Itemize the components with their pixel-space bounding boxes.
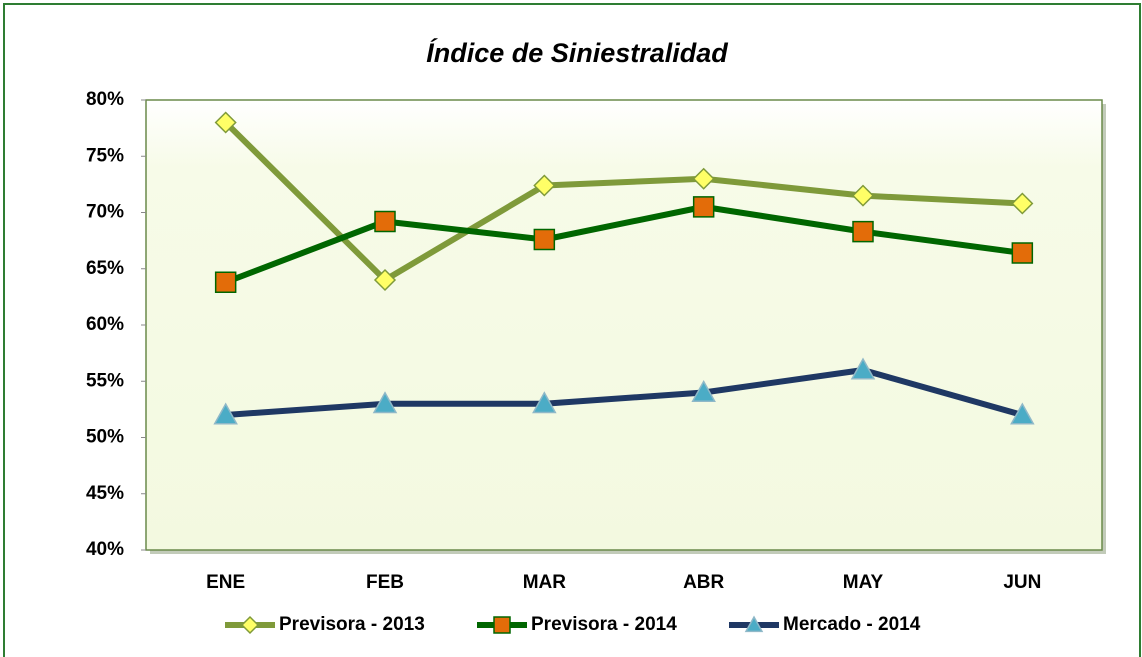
data-point: [851, 184, 875, 207]
data-point: [213, 402, 238, 425]
data-point: [374, 210, 396, 233]
data-point: [373, 268, 397, 292]
legend-label: Previsora - 2013: [279, 614, 425, 635]
x-tick-label: MAR: [523, 572, 567, 593]
data-point: [692, 167, 715, 190]
data-point: [1011, 242, 1034, 264]
series-line: [223, 120, 1023, 283]
data-point: [1011, 192, 1034, 215]
y-tick-label: 40%: [86, 539, 124, 560]
legend-marker: [493, 616, 511, 634]
y-tick-label: 70%: [86, 202, 124, 223]
data-point: [533, 174, 556, 197]
data-point: [214, 271, 237, 293]
legend-marker: [240, 615, 260, 635]
x-tick-label: MAY: [843, 572, 884, 593]
series-line: [225, 367, 1024, 418]
legend-marker: [744, 615, 764, 633]
x-tick-label: ABR: [683, 572, 724, 593]
data-point: [692, 196, 715, 218]
y-tick-label: 80%: [86, 89, 124, 110]
series-line: [224, 203, 1023, 286]
data-point: [850, 357, 876, 380]
legend-label: Previsora - 2014: [531, 614, 677, 635]
data-point: [372, 391, 398, 414]
y-tick-label: 50%: [86, 427, 124, 448]
y-tick-label: 55%: [86, 370, 124, 391]
data-point: [1010, 402, 1035, 425]
data-point: [852, 220, 874, 243]
data-point: [691, 379, 716, 403]
legend-label: Mercado - 2014: [783, 614, 921, 635]
plot-area: [145, 99, 1103, 551]
chart-title: Índice de Siniestralidad: [426, 37, 728, 68]
y-tick-label: 45%: [86, 483, 124, 504]
y-tick-label: 75%: [86, 145, 124, 166]
data-point: [533, 228, 556, 251]
data-point: [532, 391, 557, 414]
data-point: [214, 111, 237, 134]
x-tick-label: JUN: [1003, 572, 1041, 593]
x-tick-label: ENE: [206, 572, 245, 593]
y-tick-label: 60%: [86, 314, 124, 335]
y-tick-label: 65%: [86, 258, 124, 279]
x-tick-label: FEB: [366, 572, 404, 593]
